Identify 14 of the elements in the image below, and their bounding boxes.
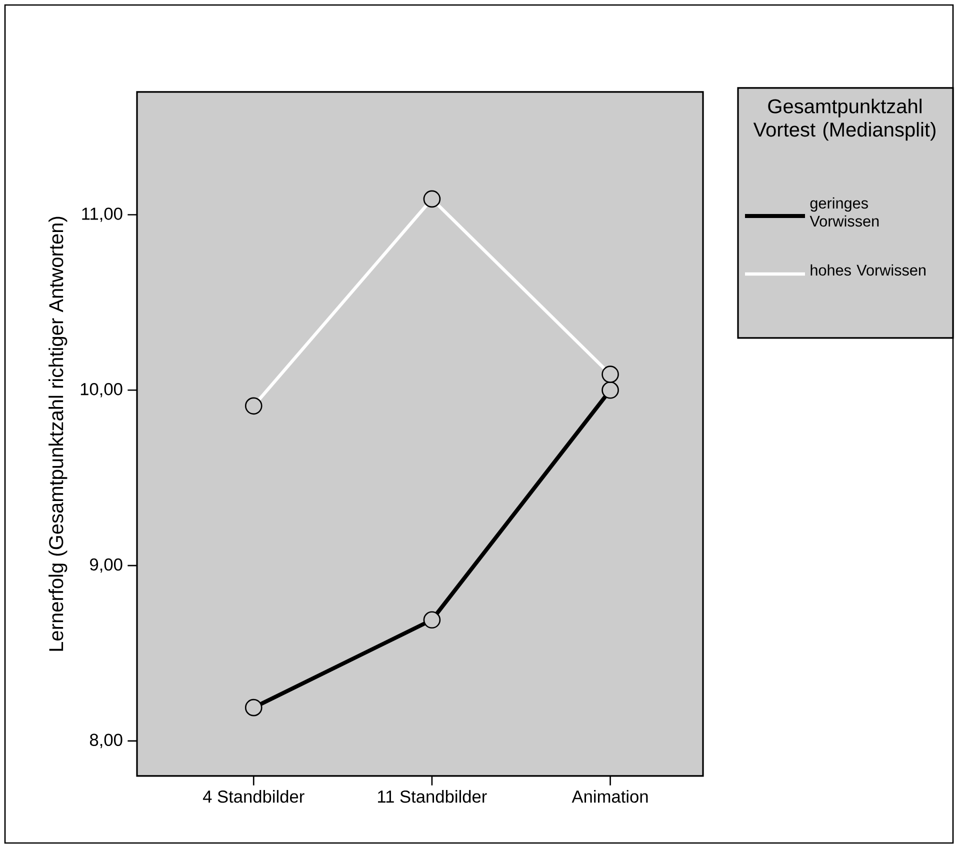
point bbox=[244, 698, 262, 716]
legend-label: hohes Vorwissen bbox=[810, 264, 926, 276]
y-tick-label: 10,00 bbox=[80, 382, 122, 398]
y-tick-label: 11,00 bbox=[82, 208, 122, 222]
y-axis-title: Lernerfolg (Gesamtpunktzahl richtiger Antworten) bbox=[48, 216, 68, 651]
y-tick-label: 9,00 bbox=[90, 558, 122, 573]
x-tick-label: 11 Standbilder bbox=[378, 790, 487, 803]
legend-label: geringes Vorwissen bbox=[810, 197, 879, 227]
y-tick-label: 8,00 bbox=[90, 734, 122, 748]
point bbox=[602, 381, 619, 399]
legend-title: Gesamtpunktzahl Vortest (Mediansplit) bbox=[753, 98, 936, 141]
point bbox=[423, 611, 441, 629]
x-tick-label: Animation bbox=[572, 790, 648, 803]
x-tick-label: 4 Standbilder bbox=[202, 790, 304, 803]
